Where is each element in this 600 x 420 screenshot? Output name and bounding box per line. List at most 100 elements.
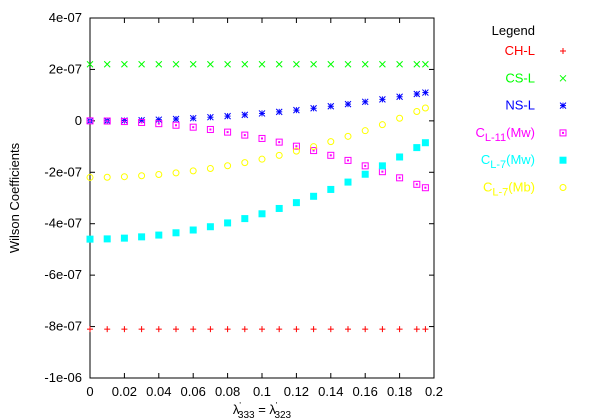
- data-point: [344, 132, 352, 140]
- data-point: [275, 151, 283, 159]
- data-point: [173, 326, 179, 333]
- data-point: [413, 144, 421, 152]
- data-point: [138, 60, 145, 68]
- data-point: [120, 118, 128, 126]
- data-point: [379, 96, 386, 103]
- data-point: [422, 89, 429, 96]
- legend-marker-c-l-11-mw: [559, 129, 567, 137]
- data-point: [327, 326, 334, 333]
- data-point: [292, 147, 300, 155]
- legend-label-cs-l: CS-L: [505, 70, 535, 85]
- data-point: [310, 60, 317, 68]
- data-point: [396, 153, 404, 161]
- data-point: [413, 326, 420, 333]
- data-point: [224, 112, 231, 120]
- data-point: [155, 116, 163, 124]
- data-point: [361, 127, 369, 135]
- data-point: [258, 155, 266, 163]
- data-point: [258, 110, 266, 117]
- data-point: [190, 326, 197, 333]
- data-point: [241, 326, 248, 333]
- legend-label-ch-l: CH-L: [505, 43, 535, 58]
- y-tick-label: -8e-07: [44, 319, 82, 334]
- data-point: [224, 326, 231, 333]
- data-point: [379, 326, 386, 333]
- data-point: [310, 192, 318, 200]
- data-point: [379, 60, 386, 68]
- legend-marker-cs-l: [559, 74, 567, 82]
- series-ch-l: [87, 326, 429, 333]
- data-point: [155, 231, 163, 239]
- data-point: [86, 60, 94, 68]
- series-c-l-7-mb: [86, 104, 429, 181]
- data-point: [275, 108, 283, 116]
- data-point: [121, 326, 128, 333]
- x-axis-label: λ' 333 = λ' 323: [233, 401, 292, 420]
- series-c-l-7-mw: [86, 139, 429, 243]
- data-point: [421, 104, 429, 112]
- data-point: [103, 235, 111, 243]
- data-point: [292, 142, 300, 150]
- x-tick-label: 0: [86, 384, 93, 399]
- data-point: [189, 167, 197, 175]
- legend-marker-c-l-7-mw: [559, 156, 567, 164]
- data-point: [189, 60, 197, 68]
- data-point: [361, 60, 369, 68]
- data-point: [413, 108, 421, 116]
- data-point: [138, 118, 146, 126]
- data-point: [103, 117, 111, 125]
- legend-marker-c-l-7-mb: [559, 184, 567, 191]
- data-point: [120, 173, 128, 181]
- data-point: [138, 326, 145, 333]
- data-point: [155, 326, 162, 333]
- data-point: [275, 60, 283, 68]
- data-point: [172, 60, 180, 68]
- series-ns-l: [86, 89, 429, 125]
- data-point: [275, 204, 283, 212]
- data-point: [396, 114, 404, 122]
- data-point: [327, 102, 335, 110]
- legend-title: Legend: [492, 23, 535, 38]
- x-tick-label: 0.06: [181, 384, 206, 399]
- data-point: [378, 168, 386, 176]
- legend-marker-ns-l: [559, 102, 567, 109]
- data-point: [155, 170, 163, 178]
- data-point: [138, 116, 145, 124]
- y-tick-label: 0: [75, 113, 82, 128]
- data-point: [224, 128, 232, 136]
- data-point: [103, 60, 111, 68]
- data-point: [396, 174, 404, 182]
- data-point: [293, 106, 300, 114]
- data-point: [275, 138, 283, 146]
- data-point: [310, 143, 318, 151]
- data-point: [241, 60, 249, 68]
- data-point: [344, 156, 352, 164]
- data-point: [361, 98, 369, 106]
- data-point: [413, 90, 421, 98]
- data-point: [172, 121, 180, 129]
- y-tick-label: 4e-07: [49, 10, 82, 25]
- data-point: [293, 60, 300, 68]
- x-tick-label: 0.16: [353, 384, 378, 399]
- legend: Legend CH-L CS-L NS-L CL-11(Mw) CL-7(Mw) CL-7…: [476, 23, 567, 199]
- data-point: [378, 121, 386, 129]
- data-point: [413, 180, 421, 188]
- y-tick-label: -4e-07: [44, 216, 82, 231]
- data-point: [206, 125, 214, 133]
- x-tick-label: 0.04: [146, 384, 171, 399]
- data-point: [396, 60, 403, 68]
- data-point: [87, 326, 93, 333]
- data-point: [292, 199, 300, 207]
- data-point: [172, 115, 180, 123]
- data-point: [138, 172, 146, 180]
- legend-label-c-l-7-mw: CL-7(Mw): [481, 152, 535, 171]
- data-point: [361, 170, 369, 178]
- data-point: [120, 234, 128, 242]
- data-point: [104, 326, 111, 333]
- data-point: [276, 326, 283, 333]
- data-point: [241, 111, 249, 119]
- legend-marker-ch-l: [560, 48, 566, 54]
- y-tick-label: 2e-07: [49, 61, 82, 76]
- data-point: [293, 326, 300, 333]
